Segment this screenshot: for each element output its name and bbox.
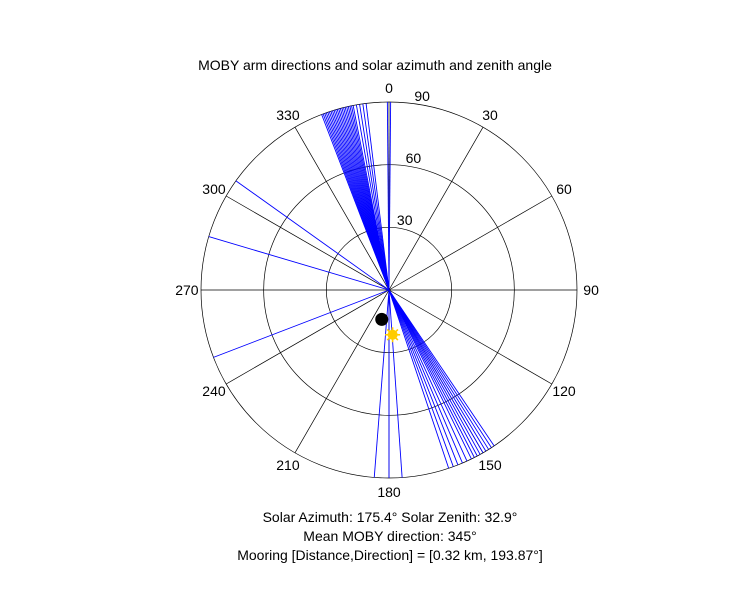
arm-direction-line	[388, 289, 475, 458]
arm-direction-line	[359, 104, 390, 291]
arm-direction-line	[388, 289, 490, 450]
theta-tick-label: 180	[377, 484, 401, 500]
r-tick-label: 90	[414, 88, 430, 104]
theta-tick-label: 150	[478, 457, 502, 473]
arm-direction-line	[362, 103, 390, 291]
sun-ray	[386, 336, 392, 341]
arm-direction-lines	[208, 102, 495, 478]
sun-ray	[394, 336, 399, 341]
theta-tick-label: 300	[202, 181, 226, 197]
theta-tick-label: 0	[385, 80, 393, 96]
arm-direction-line	[388, 289, 492, 448]
tick-labels: 0 30 60 90 120 150 180 210 240 270 300 330 30 60 90	[175, 80, 599, 500]
arm-direction-line	[213, 289, 390, 358]
theta-tick-label: 60	[556, 181, 572, 197]
theta-tick-label: 120	[552, 383, 576, 399]
arm-direction-line	[388, 289, 463, 464]
theta-tick-label: 210	[276, 457, 300, 473]
arm-direction-line	[355, 104, 390, 291]
angular-grid-spoke	[388, 289, 552, 385]
arm-direction-line	[386, 102, 390, 291]
sun-icon	[385, 327, 401, 343]
sun-ray	[394, 328, 399, 334]
arm-direction-line	[388, 289, 478, 457]
arm-direction-line	[235, 180, 390, 291]
arm-direction-line	[352, 105, 390, 291]
theta-tick-label: 30	[482, 107, 498, 123]
arm-direction-line	[388, 289, 454, 467]
solar-angles-caption: Solar Azimuth: 175.4° Solar Zenith: 32.9…	[262, 509, 518, 525]
r-tick-label: 30	[397, 212, 413, 228]
arm-direction-line	[388, 289, 484, 454]
arm-direction-line	[208, 236, 390, 291]
arm-direction-line	[388, 102, 392, 291]
arm-direction-line	[388, 289, 481, 455]
arm-direction-line	[388, 289, 472, 460]
arm-direction-line	[388, 289, 450, 469]
chart-title: MOBY arm directions and solar azimuth an…	[198, 57, 552, 73]
mooring-caption: Mooring [Distance,Direction] = [0.32 km,…	[237, 547, 543, 563]
arm-direction-line	[388, 289, 468, 462]
angular-grid-spoke	[388, 127, 484, 291]
angular-grid-spoke	[294, 127, 390, 291]
markers	[375, 312, 401, 343]
theta-tick-label: 240	[202, 383, 226, 399]
angular-grid-spoke	[226, 195, 390, 291]
arm-direction-line	[388, 289, 495, 447]
theta-tick-label: 90	[583, 282, 599, 298]
arm-direction-line	[388, 289, 403, 478]
arm-direction-line	[388, 289, 459, 466]
theta-tick-label: 330	[276, 107, 300, 123]
r-tick-label: 60	[406, 150, 422, 166]
sun-ray	[386, 328, 392, 334]
angular-grid-spoke	[294, 289, 390, 453]
angular-grid-spoke	[226, 289, 390, 385]
arm-direction-line	[388, 289, 487, 452]
angular-grid-spoke	[388, 195, 552, 291]
theta-tick-label: 270	[175, 282, 199, 298]
arm-direction-line	[365, 103, 390, 291]
mooring-marker	[375, 312, 389, 326]
mean-direction-caption: Mean MOBY direction: 345°	[303, 528, 477, 544]
